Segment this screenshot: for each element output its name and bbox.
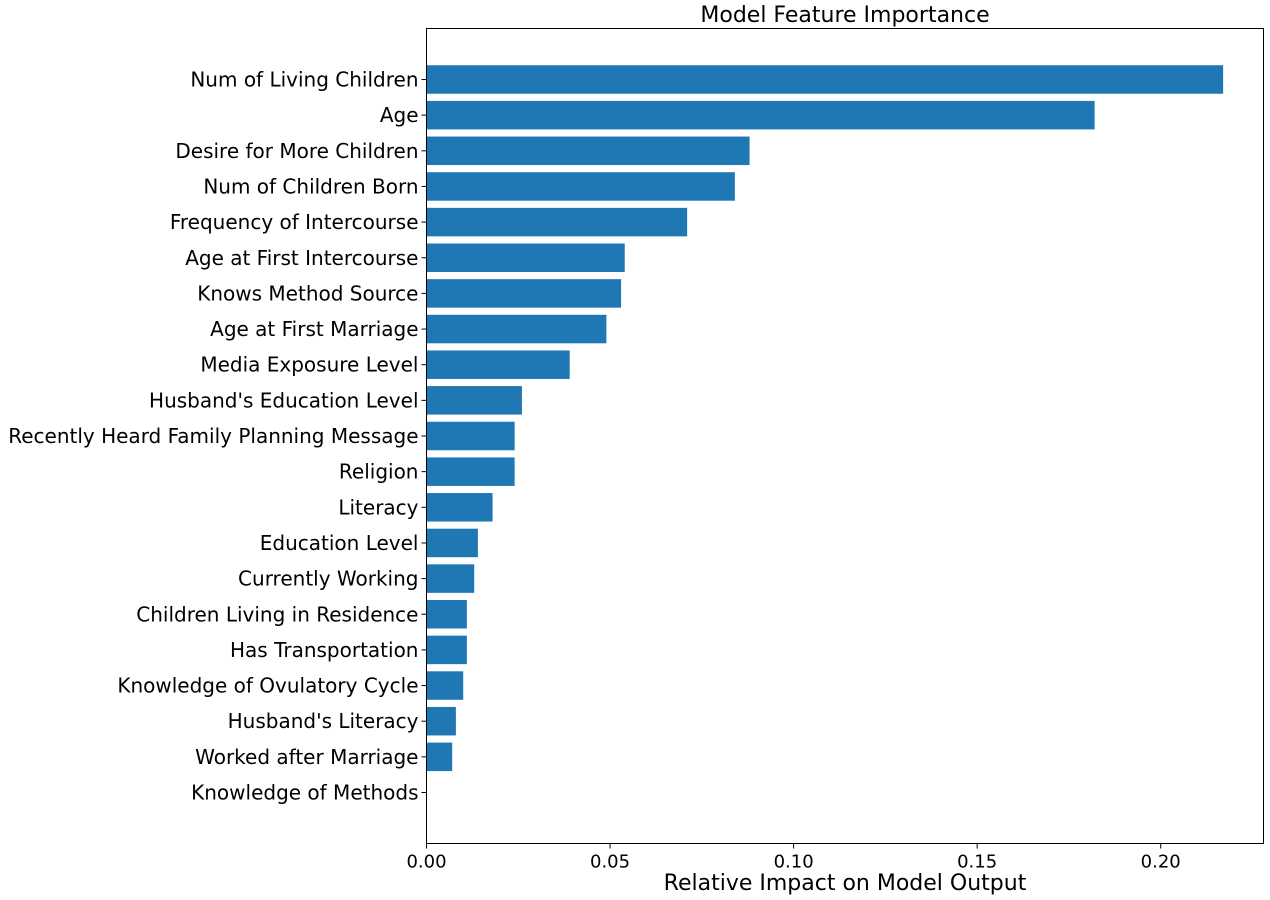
y-axis-labels: Num of Living Children Age Desire for More… — [8, 68, 427, 805]
bar — [426, 136, 750, 166]
bar — [426, 172, 735, 201]
bar — [426, 421, 515, 451]
y-tick-label: Age at First Marriage — [210, 317, 418, 341]
y-tick-label: Education Level — [260, 531, 419, 555]
bar — [426, 243, 625, 272]
y-tick-label: Num of Children Born — [203, 174, 418, 198]
x-axis-ticks: 0.00 0.05 0.10 0.15 0.20 — [406, 843, 1181, 873]
y-tick-label: Husband's Education Level — [149, 388, 418, 412]
y-tick-label: Age — [380, 103, 419, 127]
bar — [426, 100, 1095, 130]
x-tick-label: 0.05 — [590, 852, 630, 873]
x-tick-label: 0.20 — [1141, 852, 1181, 873]
y-tick-label: Worked after Marriage — [195, 745, 418, 769]
bar — [426, 65, 1224, 94]
x-tick-label: 0.00 — [406, 852, 446, 873]
y-tick-label: Has Transportation — [230, 638, 419, 662]
y-tick-label: Media Exposure Level — [200, 353, 418, 377]
bar — [426, 742, 453, 772]
bars-group — [426, 65, 1224, 772]
bar — [426, 528, 478, 558]
chart-title: Model Feature Importance — [700, 3, 989, 28]
y-tick-label: Age at First Intercourse — [185, 246, 418, 270]
y-tick-label: Desire for More Children — [175, 139, 418, 163]
y-tick-label: Num of Living Children — [190, 68, 418, 92]
y-tick-label: Literacy — [338, 495, 418, 519]
bar — [426, 314, 607, 344]
y-tick-label: Husband's Literacy — [228, 709, 419, 733]
y-tick-label: Knowledge of Ovulatory Cycle — [117, 674, 418, 698]
plot-frame — [426, 28, 1264, 844]
bar — [426, 279, 622, 308]
bar — [426, 457, 515, 486]
bar — [426, 350, 570, 379]
y-tick-label: Recently Heard Family Planning Message — [8, 424, 418, 448]
y-tick-label: Frequency of Intercourse — [170, 210, 419, 234]
bar — [426, 635, 467, 665]
x-axis-title: Relative Impact on Model Output — [664, 871, 1027, 896]
bar — [426, 493, 493, 522]
bar — [426, 207, 688, 237]
y-tick-label: Religion — [339, 460, 419, 484]
x-tick-label: 0.10 — [774, 852, 814, 873]
bar — [426, 386, 522, 415]
bar — [426, 706, 456, 736]
x-tick-label: 0.15 — [957, 852, 997, 873]
bar — [426, 671, 464, 700]
y-tick-label: Knows Method Source — [197, 281, 418, 305]
y-tick-label: Currently Working — [238, 567, 418, 591]
y-tick-label: Knowledge of Methods — [191, 781, 418, 805]
bar — [426, 600, 467, 629]
bar — [426, 564, 475, 593]
y-tick-label: Children Living in Residence — [136, 602, 418, 626]
